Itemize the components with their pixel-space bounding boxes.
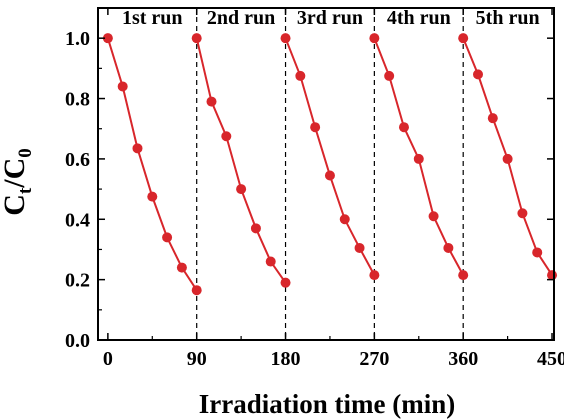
plot-frame [97, 7, 555, 341]
x-tick-label: 270 [359, 348, 389, 370]
y-tick-label: 0.8 [65, 89, 90, 111]
run-label: 2nd run [207, 7, 275, 29]
data-point [369, 270, 380, 281]
y-tick-label: 0.2 [65, 270, 90, 292]
data-point [339, 214, 350, 225]
axis-ticks [98, 7, 554, 341]
data-point [310, 122, 321, 133]
x-tick-label: 450 [537, 348, 564, 370]
data-point [547, 270, 558, 281]
y-axis-title: Ct/C0 [0, 148, 36, 216]
data-point [191, 33, 202, 44]
data-point [132, 143, 143, 154]
run-label: 5th run [476, 7, 540, 29]
data-point [102, 33, 113, 44]
data-point [487, 113, 498, 124]
series-lines [106, 37, 553, 291]
data-point [517, 208, 528, 219]
y-tick-label: 1.0 [65, 28, 90, 50]
x-tick-labels: 0 90 180 270 360 450 [103, 348, 564, 370]
data-point [413, 153, 424, 164]
y-axis-title-sub2: 0 [15, 148, 36, 158]
data-point [384, 70, 395, 81]
data-point [354, 242, 365, 253]
data-point [428, 211, 439, 222]
y-tick-label: 0.6 [65, 149, 90, 171]
y-tick-label: 0.0 [65, 330, 90, 352]
data-point [280, 277, 291, 288]
run-1-line [106, 37, 198, 291]
data-point [458, 33, 469, 44]
run-label: 3rd run [297, 7, 363, 29]
data-point [443, 242, 454, 253]
y-axis-title-sub1: t [15, 187, 36, 194]
data-point [295, 70, 306, 81]
x-tick-label: 180 [271, 348, 301, 370]
data-point [473, 69, 483, 80]
data-point [250, 223, 261, 234]
series-points [102, 33, 558, 296]
data-point [191, 285, 202, 296]
data-point [221, 131, 232, 142]
run-label: 1st run [122, 7, 183, 29]
x-tick-label: 360 [448, 348, 478, 370]
data-point [458, 270, 469, 281]
data-point [176, 262, 187, 273]
data-point [324, 170, 335, 181]
x-tick-label: 0 [103, 348, 113, 370]
run-labels: 1st run 2nd run 3rd run 4th run 5th run [122, 7, 540, 29]
data-point [147, 191, 158, 202]
run-2-line [195, 37, 287, 284]
data-point [162, 232, 173, 243]
y-axis-title-mid: /C [0, 158, 31, 189]
data-point [502, 153, 513, 164]
data-point [280, 33, 291, 44]
run-label: 4th run [387, 7, 451, 29]
run-separators [196, 8, 464, 340]
data-point [117, 81, 128, 92]
x-tick-label: 90 [187, 348, 207, 370]
y-axis-title-base: C [0, 194, 31, 216]
y-tick-label: 0.4 [65, 209, 90, 231]
data-point [265, 256, 276, 267]
y-tick-labels: 0.0 0.2 0.4 0.6 0.8 1.0 [65, 28, 90, 352]
data-point [398, 122, 409, 133]
data-point [236, 184, 247, 195]
data-point [369, 33, 380, 44]
data-point [532, 247, 543, 258]
data-point [206, 96, 217, 107]
x-axis-title: Irradiation time (min) [199, 389, 455, 419]
